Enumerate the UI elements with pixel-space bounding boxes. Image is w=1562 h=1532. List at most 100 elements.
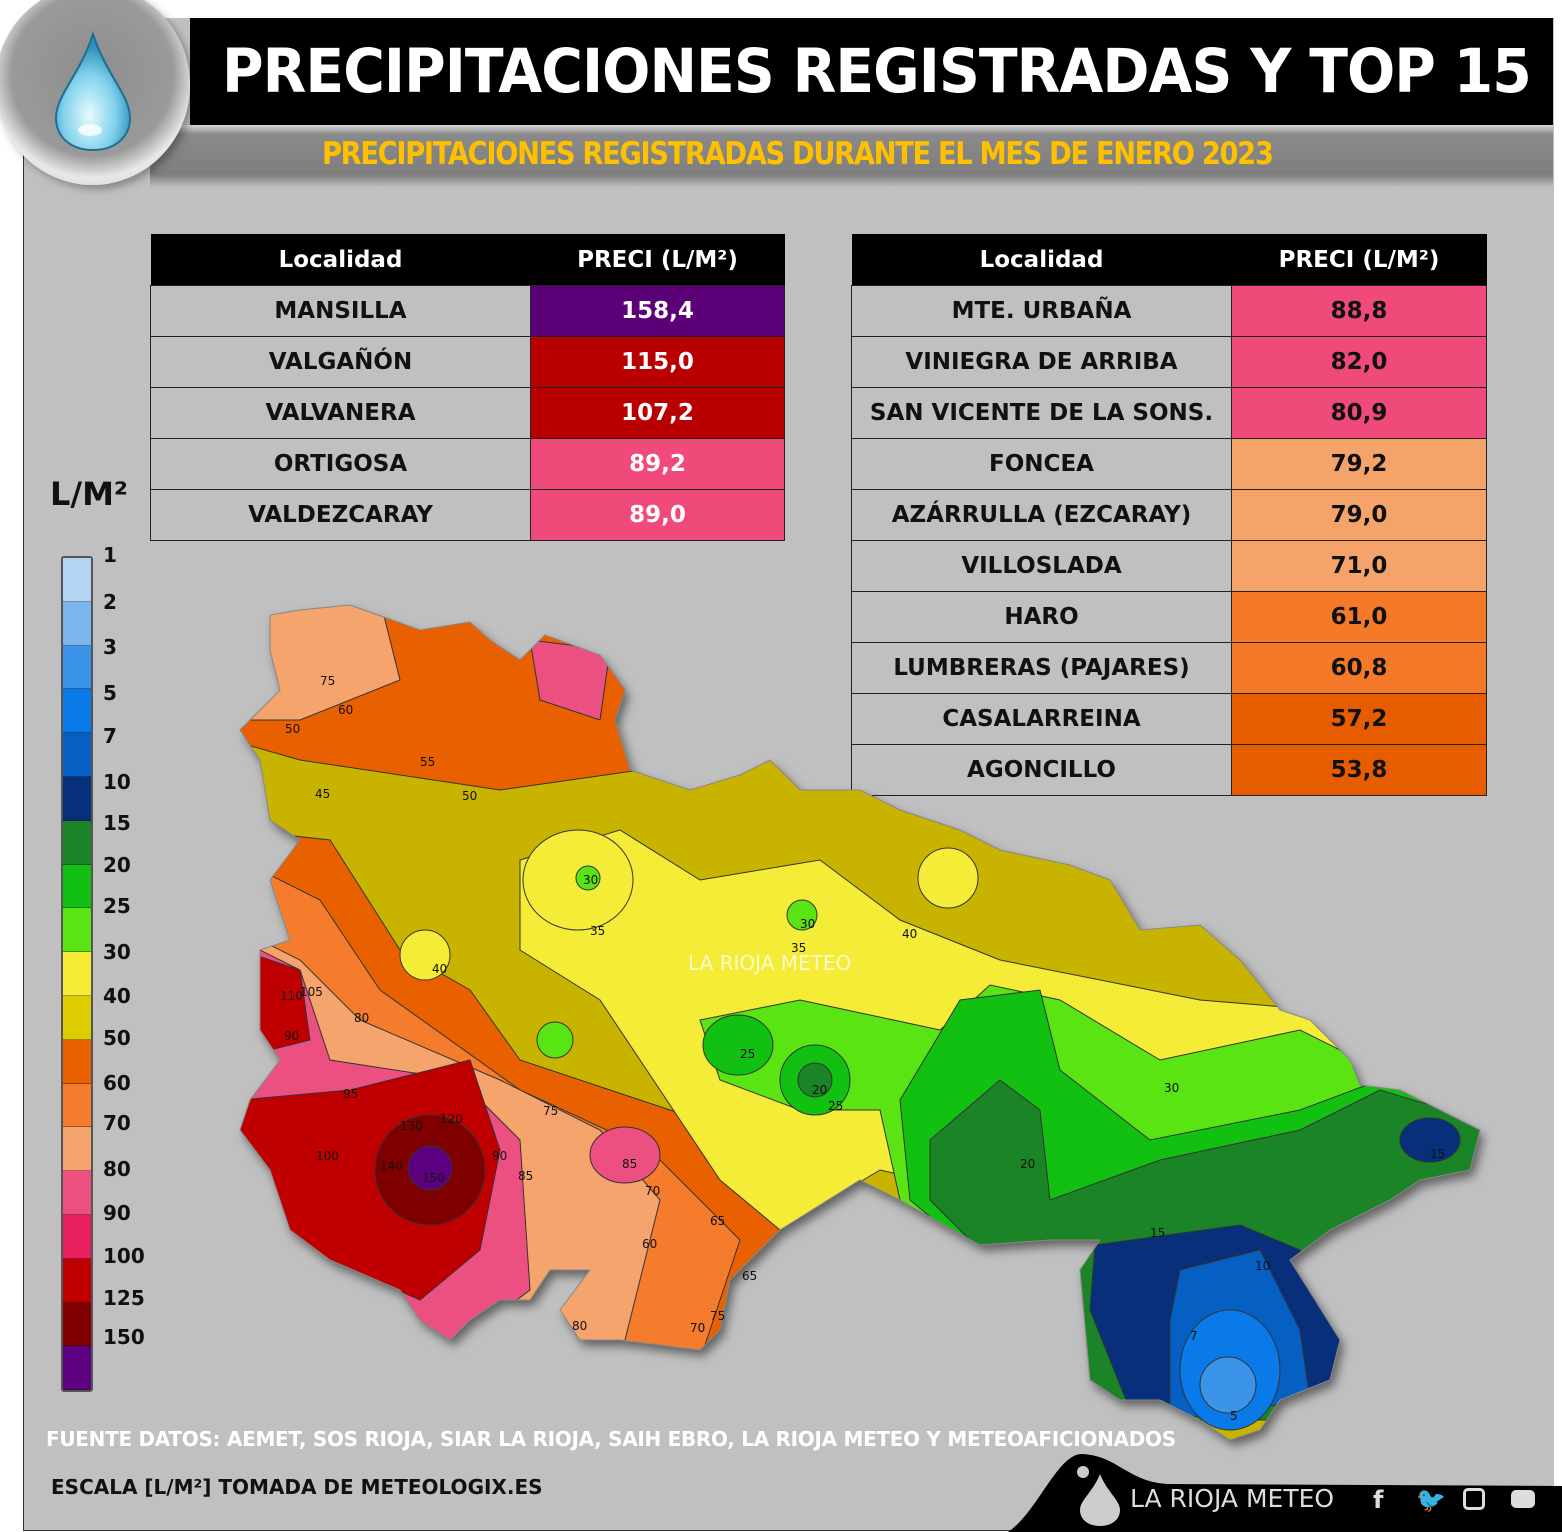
legend-swatch xyxy=(63,1171,91,1215)
contour-label: 35 xyxy=(590,924,605,938)
legend-swatch xyxy=(63,995,91,1040)
legend-label: 90 xyxy=(103,1201,131,1225)
legend-label: 15 xyxy=(103,811,131,835)
table-row: VILLOSLADA 71,0 xyxy=(851,540,1487,592)
contour-label: 70 xyxy=(690,1321,705,1335)
precip-value-cell: 158,4 xyxy=(530,285,785,337)
table-row: VALGAÑÓN 115,0 xyxy=(150,336,785,388)
legend-swatch xyxy=(63,733,91,777)
precip-value-cell: 53,8 xyxy=(1231,744,1487,796)
legend-swatch xyxy=(63,1039,91,1084)
contour-label: 75 xyxy=(710,1309,725,1323)
table-row: VALVANERA 107,2 xyxy=(150,387,785,439)
facebook-icon[interactable]: f xyxy=(1373,1486,1384,1514)
locality-cell: LUMBRERAS (PAJARES) xyxy=(851,642,1232,694)
contour-label: 100 xyxy=(316,1149,339,1163)
precip-value-cell: 115,0 xyxy=(530,336,785,388)
precip-value-cell: 89,0 xyxy=(530,489,785,541)
contour-label: 40 xyxy=(432,962,447,976)
locality-cell: VINIEGRA DE ARRIBA xyxy=(851,336,1232,388)
locality-cell: VILLOSLADA xyxy=(851,540,1232,592)
precip-value-cell: 57,2 xyxy=(1231,693,1487,745)
contour-label: 15 xyxy=(1150,1226,1165,1240)
contour-label: 75 xyxy=(543,1104,558,1118)
locality-cell: AZÁRRULLA (EZCARAY) xyxy=(851,489,1232,541)
contour-label: 90 xyxy=(492,1149,507,1163)
contour-label: 50 xyxy=(462,789,477,803)
brand-name: LA RIOJA METEO xyxy=(1130,1484,1335,1513)
contour-label: 75 xyxy=(320,674,335,688)
legend-label: 1 xyxy=(103,543,117,567)
zone-15-east xyxy=(1399,1117,1461,1163)
zone-5 xyxy=(1199,1356,1257,1414)
legend-swatch xyxy=(63,1346,91,1391)
zone-30-b xyxy=(786,899,818,931)
legend-swatch xyxy=(63,1302,91,1347)
legend-label: 3 xyxy=(103,635,117,659)
table-row: CASALARREINA 57,2 xyxy=(851,693,1487,745)
contour-label: 85 xyxy=(622,1157,637,1171)
data-source-note: FUENTE DATOS: AEMET, SOS RIOJA, SIAR LA … xyxy=(46,1427,1176,1451)
table-row: AGONCILLO 53,8 xyxy=(851,744,1487,796)
precip-value-cell: 88,8 xyxy=(1231,285,1487,337)
table-row: FONCEA 79,2 xyxy=(851,438,1487,490)
top-table-left: Localidad PRECI (L/M²) MANSILLA 158,4 VALG… xyxy=(150,234,785,541)
zone-85 xyxy=(589,1126,661,1184)
subtitle-bar xyxy=(150,125,1553,187)
contour-label: 80 xyxy=(572,1319,587,1333)
contour-label: 120 xyxy=(440,1112,463,1126)
legend-label: 5 xyxy=(103,681,117,705)
locality-cell: AGONCILLO xyxy=(851,744,1232,796)
precip-value-cell: 71,0 xyxy=(1231,540,1487,592)
locality-cell: VALVANERA xyxy=(150,387,531,439)
legend-swatch xyxy=(63,820,91,865)
legend-swatch xyxy=(63,1127,91,1172)
contour-label: 140 xyxy=(380,1159,403,1173)
legend-label: 125 xyxy=(103,1286,145,1310)
column-header-locality: Localidad xyxy=(851,234,1232,286)
table-row: SAN VICENTE DE LA SONS. 80,9 xyxy=(851,387,1487,439)
youtube-icon[interactable] xyxy=(1511,1490,1535,1508)
scale-source-note: ESCALA [L/M²] TOMADA DE METEOLOGIX.ES xyxy=(51,1475,543,1499)
contour-label: 65 xyxy=(710,1214,725,1228)
legend-label: 2 xyxy=(103,590,117,614)
legend-swatch xyxy=(63,1258,91,1303)
contour-label: 40 xyxy=(902,927,917,941)
locality-cell: ORTIGOSA xyxy=(150,438,531,490)
legend-color-scale xyxy=(61,556,93,1393)
legend-swatch xyxy=(63,1083,91,1128)
legend-label: 10 xyxy=(103,770,131,794)
table-row: MTE. URBAÑA 88,8 xyxy=(851,285,1487,337)
legend-label: 25 xyxy=(103,894,131,918)
instagram-icon[interactable] xyxy=(1463,1488,1485,1510)
top-table-right: Localidad PRECI (L/M²) MTE. URBAÑA 88,8 VI… xyxy=(851,234,1487,796)
precip-value-cell: 89,2 xyxy=(530,438,785,490)
legend-swatch xyxy=(63,645,91,690)
zone-25-a xyxy=(702,1014,774,1076)
legend-swatch xyxy=(63,908,91,953)
precip-value-cell: 61,0 xyxy=(1231,591,1487,643)
legend-swatch xyxy=(63,952,91,996)
locality-cell: SAN VICENTE DE LA SONS. xyxy=(851,387,1232,439)
legend-swatch xyxy=(63,689,91,734)
contour-label: 50 xyxy=(285,722,300,736)
page-subtitle: PRECIPITACIONES REGISTRADAS DURANTE EL M… xyxy=(322,136,1274,172)
contour-label: 60 xyxy=(338,703,353,717)
contour-label: 20 xyxy=(812,1083,827,1097)
legend-swatch xyxy=(63,776,91,821)
contour-label: 7 xyxy=(1190,1329,1198,1343)
contour-label: 20 xyxy=(1020,1157,1035,1171)
precip-value-cell: 79,0 xyxy=(1231,489,1487,541)
locality-cell: FONCEA xyxy=(851,438,1232,490)
table-row: HARO 61,0 xyxy=(851,591,1487,643)
zone-40-c xyxy=(917,847,979,909)
contour-label: 70 xyxy=(645,1184,660,1198)
zone-30-c xyxy=(536,1021,574,1059)
precip-value-cell: 60,8 xyxy=(1231,642,1487,694)
twitter-icon[interactable]: 🐦 xyxy=(1416,1486,1446,1514)
contour-label: 80 xyxy=(354,1011,369,1025)
contour-label: 15 xyxy=(1430,1147,1445,1161)
contour-label: 55 xyxy=(420,755,435,769)
legend-label: 80 xyxy=(103,1157,131,1181)
contour-label: 35 xyxy=(791,941,806,955)
